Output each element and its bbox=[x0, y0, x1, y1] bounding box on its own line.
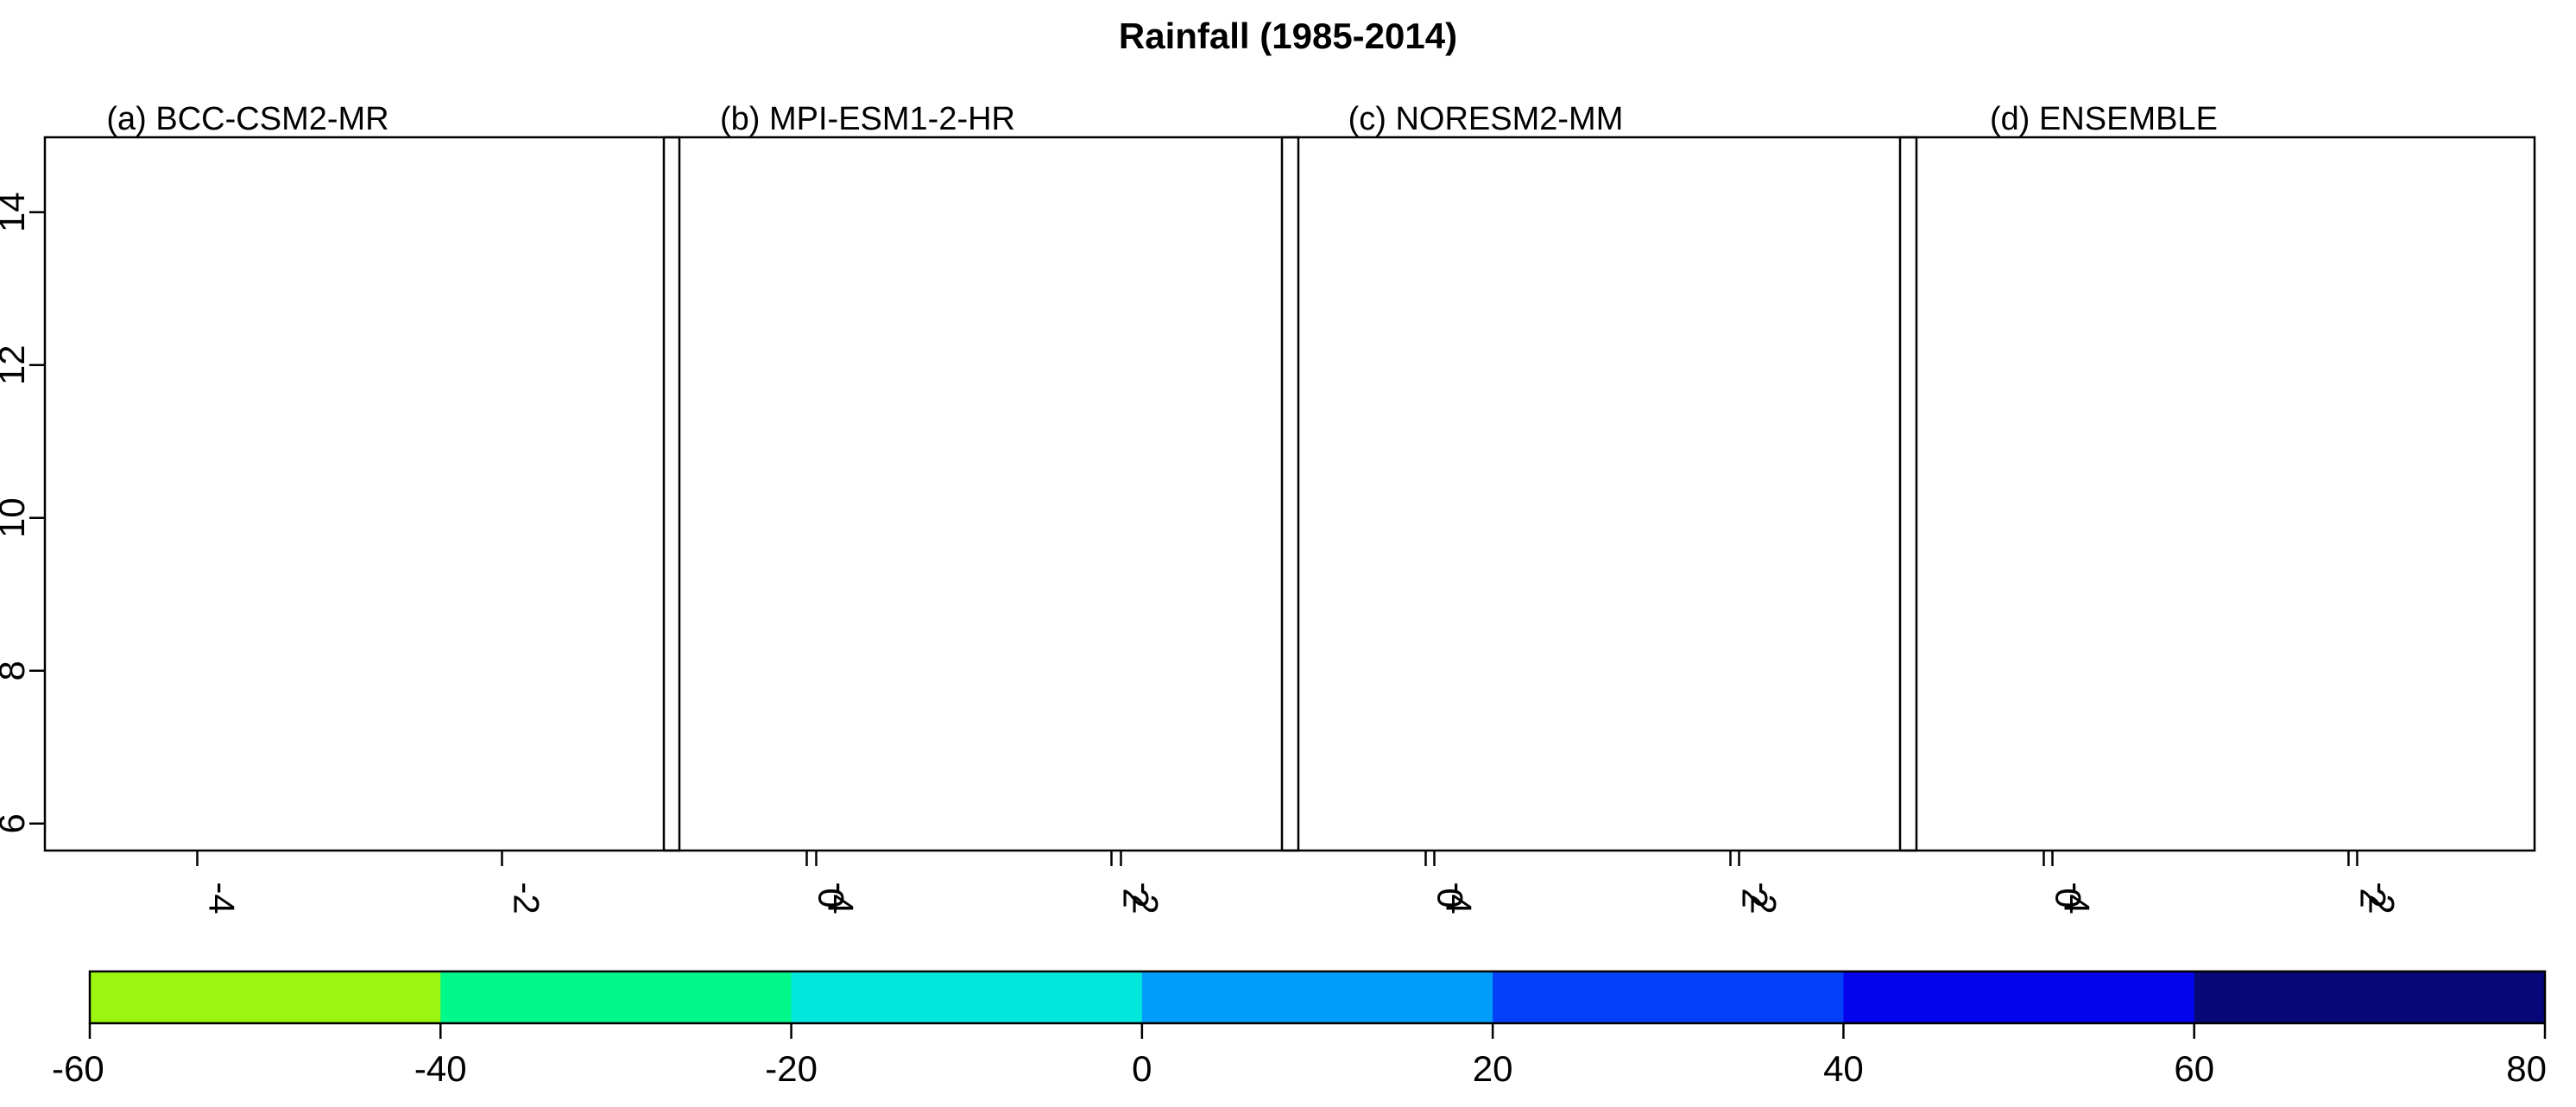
x-tick-label: -2 bbox=[1126, 882, 1166, 914]
y-tick-label: 6 bbox=[0, 813, 32, 833]
legend-swatch bbox=[2194, 971, 2546, 1023]
x-tick-label: 0 bbox=[1430, 888, 1471, 908]
y-axis bbox=[29, 211, 45, 826]
legend-tick-label: 0 bbox=[1132, 1048, 1152, 1089]
panel-c: (c) NORESM2-MM bbox=[1280, 101, 1918, 852]
panel-d-title: (d) ENSEMBLE bbox=[1990, 101, 2218, 137]
legend-tick-label: 40 bbox=[1823, 1048, 1864, 1089]
x-tick-label: -2 bbox=[2362, 882, 2402, 914]
x-tick-label: 2 bbox=[1116, 888, 1157, 908]
y-tick-label: 10 bbox=[0, 497, 32, 538]
x-tick-label: -2 bbox=[507, 882, 547, 914]
legend-tick-label: -40 bbox=[414, 1048, 467, 1089]
legend-swatch bbox=[440, 971, 792, 1023]
color-legend: -60 -40 -20 0 20 40 60 80 bbox=[52, 970, 2547, 1089]
x-tick-label: -4 bbox=[2057, 882, 2098, 914]
x-tick-label: -4 bbox=[1439, 882, 1480, 914]
legend-tick-label: 80 bbox=[2506, 1048, 2547, 1089]
legend-frame bbox=[88, 970, 2547, 1025]
panel-d: (d) ENSEMBLE bbox=[1898, 101, 2536, 852]
legend-swatch bbox=[90, 971, 441, 1023]
legend-tick-label: 20 bbox=[1473, 1048, 1513, 1089]
legend-swatch bbox=[1843, 971, 2195, 1023]
x-tick-label: 2 bbox=[1735, 888, 1776, 908]
legend-swatch bbox=[1493, 971, 1844, 1023]
x-tick-label: 0 bbox=[2049, 888, 2089, 908]
figure-title: Rainfall (1985-2014) bbox=[1119, 16, 1457, 56]
panel-c-frame bbox=[1280, 136, 1918, 852]
x-tick-label: -4 bbox=[821, 882, 862, 914]
panel-d-frame bbox=[1898, 136, 2536, 852]
y-tick-label: 8 bbox=[0, 661, 32, 680]
x-tick-label: 0 bbox=[811, 888, 852, 908]
panel-b: (b) MPI-ESM1-2-HR bbox=[662, 101, 1300, 852]
panel-a-frame bbox=[43, 136, 681, 852]
y-tick-label: 12 bbox=[0, 345, 32, 385]
legend-tick-label: 60 bbox=[2174, 1048, 2214, 1089]
x-axes: -4-202-4-202-4-202-4-202 bbox=[196, 851, 2402, 914]
legend-swatch bbox=[791, 971, 1143, 1023]
panel-b-frame bbox=[662, 136, 1300, 852]
panel-a: (a) BCC-CSM2-MR bbox=[0, 101, 681, 852]
legend-tick-label: -20 bbox=[765, 1048, 818, 1089]
legend-tick-label: -60 bbox=[52, 1048, 104, 1089]
x-tick-label: -2 bbox=[1744, 882, 1784, 914]
x-tick-label: 2 bbox=[2353, 888, 2394, 908]
panel-b-title: (b) MPI-ESM1-2-HR bbox=[720, 101, 1015, 137]
y-tick-label: 14 bbox=[0, 192, 32, 232]
legend-swatch bbox=[1141, 971, 1493, 1023]
panel-c-title: (c) NORESM2-MM bbox=[1348, 101, 1624, 137]
panel-a-title: (a) BCC-CSM2-MR bbox=[106, 101, 388, 137]
x-tick-label: -4 bbox=[202, 882, 243, 914]
